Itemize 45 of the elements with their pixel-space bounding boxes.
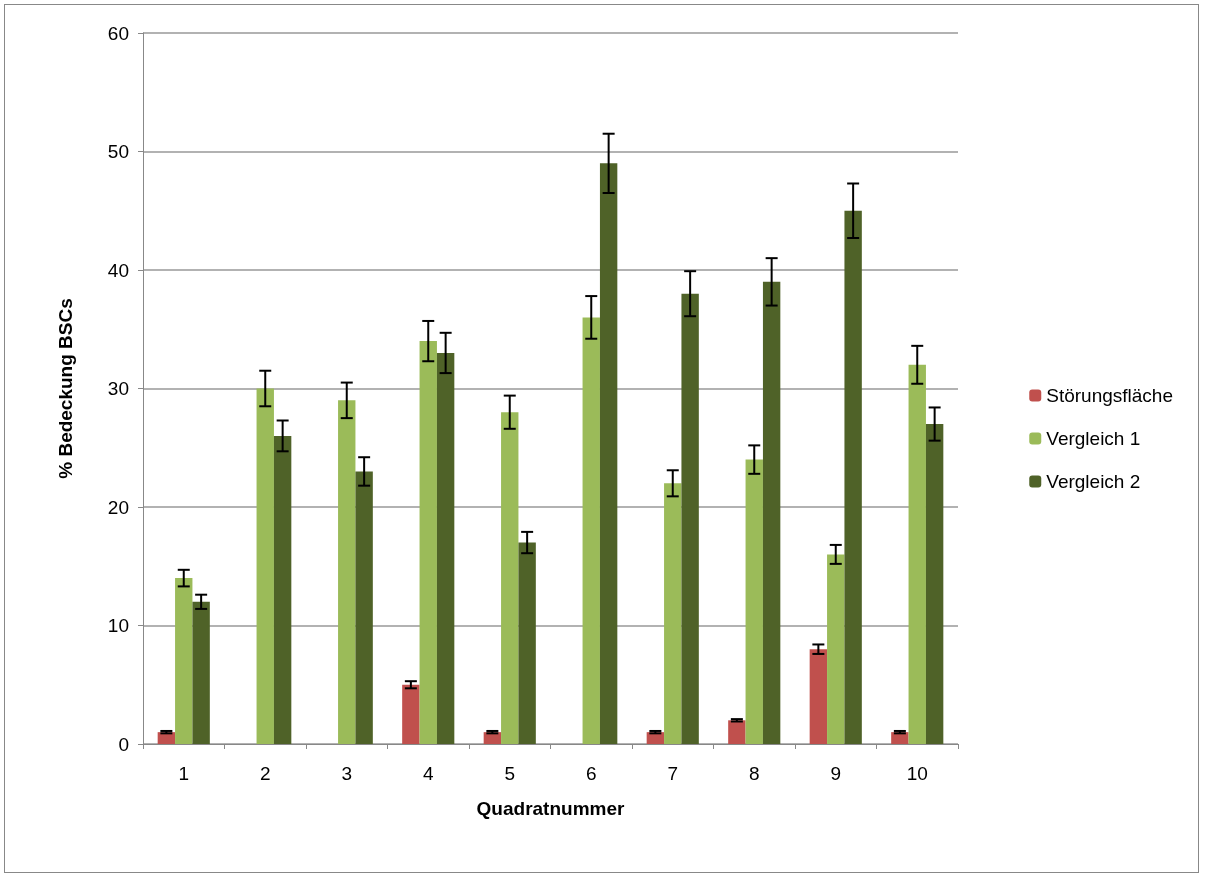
- x-axis-title: Quadratnummer: [476, 798, 626, 819]
- y-tick-label: 60: [107, 22, 129, 44]
- bar: [762, 281, 781, 744]
- legend-label: Störungsfläche: [1046, 385, 1173, 406]
- bar: [827, 554, 845, 744]
- x-tick-label: 8: [748, 763, 760, 784]
- bar: [501, 412, 519, 744]
- legend-label: Vergleich 2: [1046, 471, 1141, 492]
- x-tick-label: 4: [422, 763, 434, 784]
- x-tick-label: 1: [178, 763, 190, 784]
- bar: [925, 424, 944, 744]
- x-tick-label: 3: [341, 763, 353, 784]
- legend-label: Vergleich 1: [1046, 428, 1141, 449]
- bar: [582, 317, 600, 744]
- bar: [256, 388, 274, 744]
- x-tick-label: 10: [906, 763, 928, 784]
- bar: [192, 601, 210, 744]
- y-tick-label: 0: [118, 733, 129, 755]
- x-tick-label: 5: [504, 763, 516, 784]
- bar: [728, 720, 746, 744]
- bar: [908, 364, 926, 744]
- bar: [809, 649, 828, 744]
- y-tick-label: 20: [107, 496, 129, 518]
- bar: [402, 684, 420, 744]
- bar: [664, 483, 682, 744]
- bar: [355, 471, 373, 744]
- bar: [175, 578, 193, 744]
- bar: [436, 352, 455, 744]
- y-axis-title: % Bedeckung BSCs: [55, 298, 76, 479]
- bar: [681, 293, 699, 744]
- bar: [745, 459, 763, 744]
- bar: [599, 163, 618, 744]
- bar: [419, 341, 437, 744]
- x-tick-label: 9: [830, 763, 842, 784]
- bar: [844, 210, 862, 744]
- x-tick-label: 2: [259, 763, 271, 784]
- y-tick-label: 50: [107, 141, 129, 162]
- y-tick-label: 10: [107, 615, 129, 636]
- x-tick-label: 7: [667, 763, 679, 784]
- x-tick-label: 6: [585, 763, 597, 784]
- bar: [518, 542, 536, 744]
- bar: [338, 400, 356, 744]
- y-tick-label: 40: [107, 259, 129, 281]
- bar: [273, 435, 292, 744]
- y-tick-label: 30: [107, 378, 129, 399]
